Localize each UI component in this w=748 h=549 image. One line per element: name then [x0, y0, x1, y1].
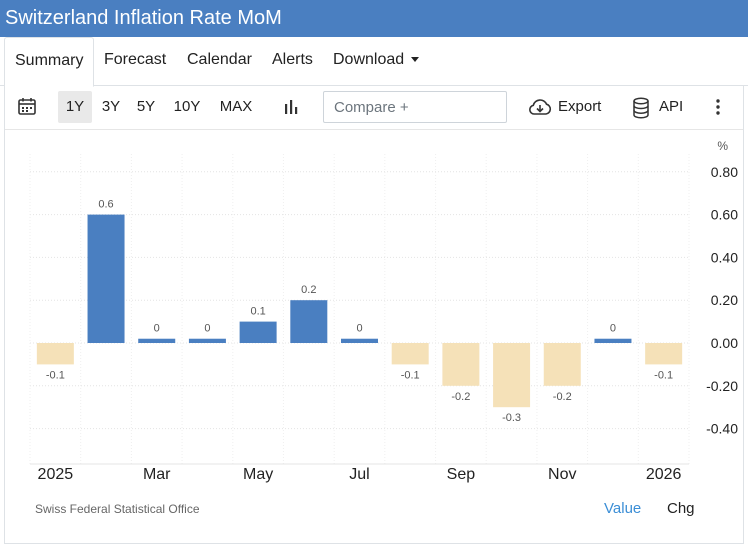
data-label: 0 — [610, 323, 616, 335]
y-tick-label: 0.40 — [711, 249, 738, 265]
range-10y-button[interactable]: 10Y — [173, 98, 201, 115]
data-label: 0 — [204, 323, 210, 335]
database-icon[interactable] — [632, 97, 650, 124]
data-label: 0 — [356, 323, 362, 335]
api-button[interactable]: API — [659, 98, 684, 115]
tab-download-label: Download — [333, 51, 405, 68]
export-button[interactable]: Export — [558, 98, 602, 115]
data-label: -0.1 — [401, 369, 420, 381]
range-max-button[interactable]: MAX — [219, 98, 253, 115]
inflation-bar-chart: 0.800.600.400.200.00-0.20-0.40%-0.10.60 0… — [29, 139, 738, 483]
bar — [543, 343, 581, 386]
y-tick-label: 0.00 — [711, 335, 738, 351]
chart-toolbar: 1Y 3Y 5Y 10Y MAX Export — [5, 86, 743, 130]
calendar-icon[interactable] — [17, 96, 37, 121]
y-tick-label: 0.80 — [711, 164, 738, 180]
bar — [442, 343, 480, 386]
value-link[interactable]: Value — [604, 500, 642, 517]
bar — [87, 214, 125, 343]
y-tick-label: 0.20 — [711, 292, 738, 308]
range-3y-button[interactable]: 3Y — [101, 98, 121, 115]
bar — [239, 321, 277, 343]
tab-summary[interactable]: Summary — [4, 37, 95, 87]
data-label: 0.1 — [250, 306, 265, 318]
x-tick-label: 2025 — [38, 466, 74, 483]
x-tick-label: Mar — [143, 466, 171, 483]
compare-input[interactable] — [323, 91, 507, 123]
data-label: 0 — [154, 323, 160, 335]
data-label: -0.1 — [46, 369, 65, 381]
tab-calendar[interactable]: Calendar — [187, 51, 252, 68]
tab-download[interactable]: Download — [333, 37, 420, 86]
bar — [341, 338, 378, 343]
y-tick-label: -0.40 — [706, 421, 738, 437]
range-1y-button[interactable]: 1Y — [58, 91, 92, 123]
y-tick-label: -0.20 — [706, 378, 738, 394]
bar — [188, 338, 226, 343]
chg-link[interactable]: Chg — [667, 500, 695, 517]
cloud-download-icon[interactable] — [527, 97, 553, 122]
x-tick-label: Sep — [447, 466, 476, 483]
bar — [391, 343, 429, 365]
x-tick-label: Nov — [548, 466, 576, 483]
tab-alerts[interactable]: Alerts — [272, 51, 313, 68]
page-title: Switzerland Inflation Rate MoM — [0, 0, 748, 37]
x-tick-label: 2026 — [646, 466, 682, 483]
range-5y-button[interactable]: 5Y — [136, 98, 156, 115]
bar — [645, 343, 683, 365]
tab-bar: Summary Forecast Calendar Alerts Downloa… — [0, 37, 748, 87]
bar — [36, 343, 74, 365]
data-label: 0.2 — [301, 284, 316, 296]
data-label: -0.3 — [502, 412, 521, 424]
x-tick-label: May — [243, 466, 273, 483]
y-tick-label: 0.60 — [711, 207, 738, 223]
bar — [493, 343, 531, 408]
bar — [138, 338, 176, 343]
chart-panel: 1Y 3Y 5Y 10Y MAX Export — [4, 86, 744, 544]
more-vertical-icon[interactable] — [714, 98, 722, 121]
caret-down-icon — [411, 57, 420, 63]
source-attribution: Swiss Federal Statistical Office — [35, 502, 200, 516]
bar — [290, 300, 328, 343]
data-label: -0.2 — [451, 391, 470, 403]
y-unit-label: % — [717, 139, 728, 153]
tab-forecast[interactable]: Forecast — [104, 51, 167, 68]
bar — [594, 338, 632, 343]
x-tick-label: Jul — [349, 466, 369, 483]
data-label: 0.6 — [98, 199, 113, 211]
bar-chart-icon[interactable] — [282, 98, 300, 121]
data-label: -0.1 — [654, 369, 673, 381]
data-label: -0.2 — [553, 391, 572, 403]
